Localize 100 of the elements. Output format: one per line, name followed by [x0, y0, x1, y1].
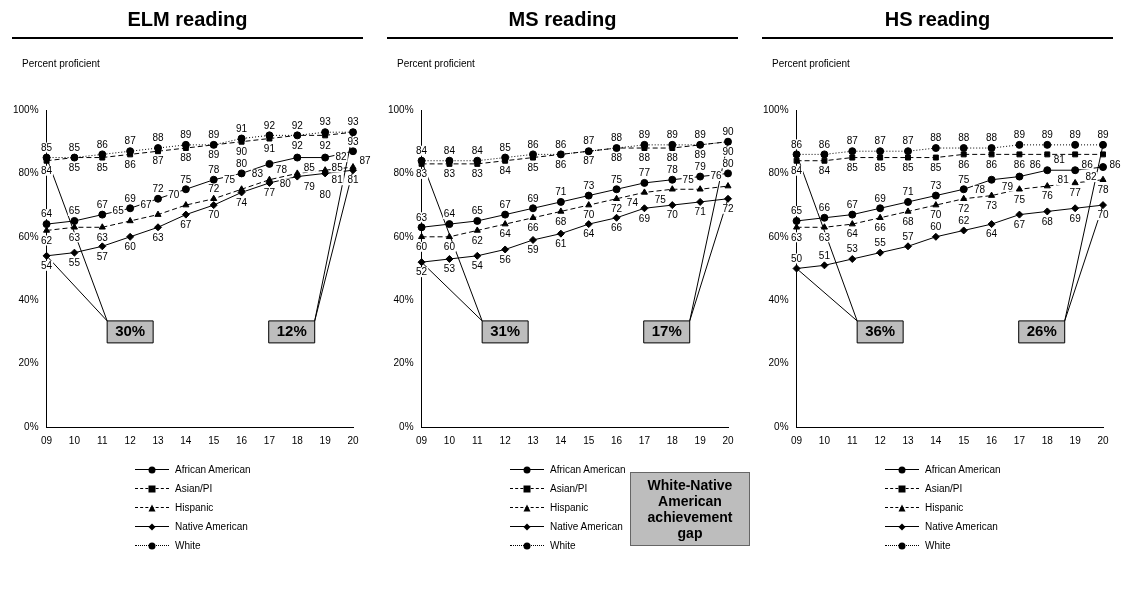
chart-title: HS reading — [762, 8, 1113, 39]
data-label: 85 — [874, 161, 887, 173]
data-label: 52 — [416, 266, 428, 278]
annotation: 36% — [865, 322, 896, 340]
x-tick-label: 16 — [986, 434, 998, 446]
data-label: 77 — [263, 187, 276, 199]
x-tick-label: 14 — [180, 434, 192, 446]
chart-title: ELM reading — [12, 8, 363, 39]
annotation: 17% — [651, 322, 682, 340]
data-label: 87 — [124, 135, 137, 147]
data-label: 65 — [68, 205, 81, 217]
data-label: 70 — [930, 209, 942, 221]
data-label: 67 — [140, 198, 152, 210]
data-label: 88 — [666, 152, 679, 164]
y-axis-title: Percent proficient — [397, 58, 475, 69]
data-label: 86 — [986, 158, 998, 170]
data-label: 64 — [846, 228, 859, 240]
data-label: 82 — [1085, 171, 1097, 183]
data-label: 75 — [180, 173, 192, 185]
x-tick-label: 15 — [208, 434, 220, 446]
x-tick-label: 14 — [555, 434, 567, 446]
y-tick-label: 100% — [763, 103, 789, 115]
data-label: 72 — [152, 183, 164, 195]
data-label: 88 — [930, 132, 942, 144]
y-tick-label: 80% — [393, 167, 414, 179]
legend-label: Asian/PI — [175, 483, 213, 494]
data-label: 76 — [1041, 190, 1054, 202]
data-label: 63 — [818, 231, 831, 243]
x-tick-label: 15 — [958, 434, 970, 446]
data-label: 77 — [1069, 187, 1082, 199]
data-label: 83 — [251, 168, 264, 180]
x-tick-label: 09 — [41, 434, 53, 446]
legend-label: African American — [175, 464, 251, 475]
data-label: 64 — [986, 228, 998, 240]
data-label: 89 — [1013, 129, 1026, 141]
data-label: 67 — [96, 198, 109, 210]
data-label: 86 — [1081, 158, 1094, 170]
data-label: 75 — [1013, 193, 1026, 205]
y-tick-label: 100% — [13, 103, 39, 115]
data-label: 63 — [68, 231, 81, 243]
x-tick-label: 19 — [694, 434, 707, 446]
data-label: 63 — [416, 211, 428, 223]
data-label: 86 — [555, 138, 567, 150]
x-tick-label: 11 — [472, 434, 483, 446]
y-tick-label: 40% — [393, 293, 414, 305]
data-label: 64 — [41, 208, 53, 220]
data-label: 68 — [902, 215, 914, 227]
data-label: 79 — [1001, 180, 1014, 192]
data-label: 69 — [527, 192, 539, 204]
data-label: 84 — [818, 164, 831, 176]
data-label: 89 — [1069, 129, 1082, 141]
data-label: 92 — [291, 119, 304, 131]
y-tick-label: 60% — [18, 230, 39, 242]
legend-label: White — [175, 540, 201, 551]
data-label: 83 — [471, 168, 484, 180]
data-label: 56 — [499, 253, 512, 265]
data-label: 71 — [555, 186, 567, 198]
x-tick-label: 20 — [347, 434, 359, 446]
data-label: 89 — [208, 149, 220, 161]
x-tick-label: 16 — [236, 434, 248, 446]
y-tick-label: 0% — [399, 420, 414, 432]
data-label: 65 — [112, 205, 125, 217]
data-label: 76 — [710, 170, 722, 182]
data-label: 93 — [347, 116, 359, 128]
data-label: 92 — [263, 119, 276, 131]
y-tick-label: 60% — [393, 230, 414, 242]
data-label: 67 — [499, 198, 512, 210]
data-label: 70 — [1097, 209, 1109, 221]
x-tick-label: 15 — [583, 434, 595, 446]
data-label: 83 — [443, 168, 456, 180]
y-tick-label: 80% — [768, 167, 789, 179]
data-label: 84 — [499, 164, 512, 176]
x-tick-label: 19 — [1069, 434, 1082, 446]
x-tick-label: 11 — [847, 434, 858, 446]
data-label: 67 — [1013, 218, 1026, 230]
data-label: 57 — [96, 250, 109, 262]
data-label: 65 — [791, 205, 803, 217]
legend-label: African American — [925, 464, 1001, 475]
data-label: 89 — [180, 129, 192, 141]
data-label: 87 — [152, 155, 164, 167]
data-label: 69 — [1069, 212, 1082, 224]
x-tick-label: 13 — [527, 434, 539, 446]
data-label: 86 — [124, 158, 137, 170]
data-label: 66 — [527, 222, 539, 234]
data-label: 85 — [41, 141, 53, 153]
y-tick-label: 20% — [18, 357, 39, 369]
data-label: 85 — [68, 141, 81, 153]
data-label: 86 — [1029, 158, 1042, 170]
data-label: 89 — [208, 129, 220, 141]
annotation: 30% — [115, 322, 146, 340]
data-label: 85 — [68, 161, 81, 173]
data-label: 86 — [527, 138, 539, 150]
x-tick-label: 09 — [791, 434, 803, 446]
data-label: 71 — [694, 206, 707, 218]
data-label: 88 — [611, 152, 623, 164]
x-tick-label: 17 — [1013, 434, 1026, 446]
data-label: 87 — [583, 135, 595, 147]
data-label: 84 — [471, 144, 484, 156]
data-label: 75 — [682, 173, 695, 185]
data-label: 84 — [443, 144, 456, 156]
